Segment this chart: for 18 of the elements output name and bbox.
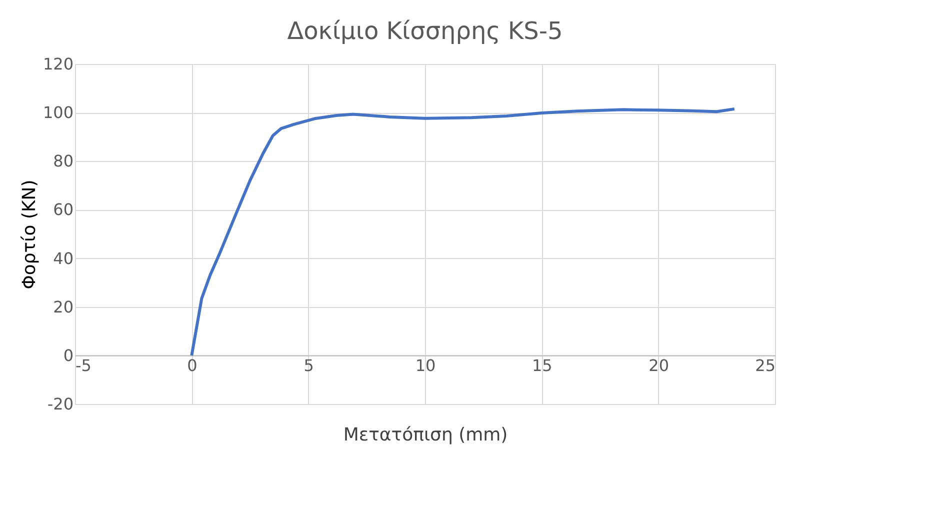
x-axis-title: Μετατόπιση (mm) [343,424,508,446]
x-tick-label: 25 [755,356,776,375]
y-tick-label: 60 [53,200,74,220]
y-tick-label: 120 [42,54,74,74]
x-tick-label: 5 [304,356,314,375]
y-tick-label: -20 [47,394,74,414]
y-tick-label: 80 [53,152,74,171]
y-axis-title: Φορτίο (KN) [18,180,40,290]
x-tick-label: 10 [415,356,436,375]
y-tick-label: 40 [53,248,74,268]
x-tick-label: 0 [187,356,198,375]
x-tick-label: -5 [76,356,92,375]
x-tick-label: 15 [532,356,552,375]
y-tick-label: 100 [42,103,74,122]
y-tick-label: 20 [53,297,74,316]
line-series [190,107,736,357]
x-tick-label: 20 [648,356,670,375]
chart-title: Δοκίμιο Κίσσηρης KS-5 [287,17,563,45]
